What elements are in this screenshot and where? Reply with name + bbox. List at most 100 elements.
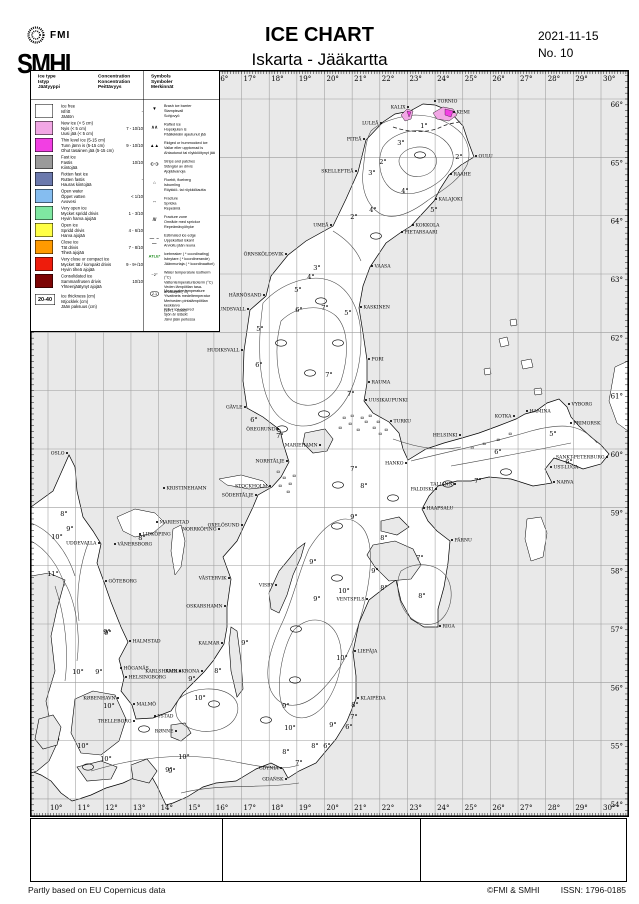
bottom-longitude-label: 16°	[216, 804, 228, 812]
archipelago-islet	[368, 414, 372, 417]
legend-symbol-row: ▲▲ Ridged or hummocked ice Vallar eller u…	[147, 140, 219, 159]
city-dot	[286, 460, 288, 462]
city-dot	[550, 466, 552, 468]
isotherm-label: 9°	[309, 558, 316, 566]
isotherm-label: 8°	[282, 748, 289, 756]
city-label: LIEPĀJA	[358, 648, 378, 655]
city-dot	[319, 444, 321, 446]
mean-temperature-marker	[304, 369, 316, 377]
city-dot	[439, 625, 441, 627]
isotherm-label: 9°	[350, 513, 357, 521]
legend-row: Rotten fast ice Rutten fastis Hauras kii…	[35, 171, 143, 188]
chart-title: ICE CHART	[265, 24, 374, 46]
city-dot	[228, 577, 230, 579]
isotherm-label: 7°	[325, 371, 332, 379]
top-longitude-label: 16°	[216, 75, 228, 83]
concentration-value: < 1/10	[131, 194, 143, 199]
legend-header-ice-type: Ice type Istyp Jäätyyppi	[38, 73, 60, 90]
notes-row	[30, 818, 627, 882]
mean-temperature-marker	[331, 574, 343, 582]
oland-island	[228, 626, 244, 698]
city-dot	[366, 598, 368, 600]
city-dot	[454, 483, 456, 485]
legend-symbol-row: ↔ Fracture Spricka Repeämä	[147, 196, 219, 215]
ice-type-swatch	[35, 257, 53, 271]
city-dot	[117, 697, 119, 699]
city-label: TRELLEBORG	[98, 719, 132, 725]
mean-temperature-marker	[318, 410, 330, 418]
legend-symbol-row: ⌂ Floebit, floeberg Isbumling Röykkiö- ta…	[147, 177, 219, 196]
city-label: UST-LUGA	[554, 465, 579, 471]
top-longitude-label: 24°	[437, 75, 449, 83]
bottom-longitude-label: 11°	[78, 804, 90, 812]
city-dot	[371, 265, 373, 267]
city-dot	[66, 452, 68, 454]
meantemp-icon: 2.1	[149, 291, 160, 297]
chart-subtitle: Iskarta - Jääkartta	[251, 50, 388, 69]
city-label: HANKO	[385, 461, 404, 467]
city-dot	[435, 198, 437, 200]
city-label: GÄVLE	[226, 404, 242, 411]
city-label: OSKARSHAMN	[186, 604, 222, 610]
lake-ladoga	[608, 360, 628, 432]
city-dot	[201, 670, 203, 672]
isotherm-label: 5°	[549, 430, 556, 438]
isotherm-label: 2°	[379, 158, 386, 166]
isotherm-label: 9°	[103, 628, 110, 636]
legend-row: Fast ice Fastis Kiintojää 10/10	[35, 154, 143, 171]
legend-symbol-row: ICE = ice covered Sjön är istäckt Järvi …	[147, 307, 219, 326]
ice-type-label: Thin level ice (5-15 cm) Tunn jämn is (5…	[61, 137, 114, 154]
brash-icon: ▼	[152, 106, 157, 111]
city-dot	[224, 605, 226, 607]
city-dot	[513, 415, 515, 417]
isotherm-label: 6°	[255, 361, 262, 369]
city-dot	[553, 481, 555, 483]
finnish-lake	[533, 387, 543, 396]
lake-vattern	[170, 524, 186, 576]
floebit-icon: ⌂	[153, 180, 156, 185]
city-label: SANKT-PETERBURG	[556, 455, 605, 461]
isotherm-label: 11°	[47, 570, 59, 578]
city-dot	[129, 640, 131, 642]
symbol-label: Water temperature isotherm (°C) Vattente…	[164, 270, 213, 295]
city-label: STOCKHOLM	[235, 484, 268, 490]
icebreaker-icon: ATLE*	[148, 254, 161, 259]
legend-row: Consolidated ice Sammanfrusen drivis Yht…	[35, 273, 143, 290]
legend-row: New ice (< 5 cm) Nyis (< 5 cm) Uusi jää …	[35, 120, 143, 137]
city-label: KEMI	[457, 110, 470, 116]
city-label: ÖRNSKÖLDSVIK	[244, 251, 284, 258]
mean-temperature-marker	[414, 151, 426, 159]
rafted-icon: ∧∧	[151, 124, 158, 130]
city-label: OSLO	[51, 451, 65, 457]
bottom-longitude-label: 27°	[520, 804, 532, 812]
archipelago-islet	[286, 490, 290, 493]
city-label: HUDIKSVALL	[207, 348, 239, 354]
city-dot	[163, 487, 165, 489]
mean-temperature-marker	[332, 339, 344, 347]
isotherm-label: 10°	[284, 724, 296, 732]
notes-box-3	[420, 818, 627, 882]
city-dot	[280, 767, 282, 769]
city-label: PÄRNU	[455, 537, 472, 544]
symbol-label: Estimated ice edge Uppskattad iskant Arv…	[164, 233, 196, 248]
city-label: SÖDERTÄLJE	[222, 492, 254, 499]
mean-temperature-marker	[442, 480, 454, 488]
city-label: TURKU	[394, 419, 412, 425]
right-latitude-label: 63°	[611, 276, 623, 284]
city-dot	[255, 494, 257, 496]
city-dot	[285, 253, 287, 255]
city-dot	[451, 539, 453, 541]
symbol-label: Fracture Spricka Repeämä	[164, 196, 181, 211]
top-longitude-label: 23°	[409, 75, 421, 83]
concentration-value: 10/10	[132, 279, 143, 284]
ice-type-swatch	[35, 274, 53, 288]
strips-icon: C·Ɔ	[150, 161, 159, 167]
archipelago-islet	[342, 416, 346, 419]
fracture-zone-icon: ///	[152, 217, 157, 222]
isotherm-label: 6°	[250, 416, 257, 424]
mean-temperature-marker	[82, 763, 94, 771]
right-latitude-label: 54°	[611, 801, 623, 809]
lake-peipus	[524, 516, 548, 562]
top-longitude-label: 27°	[520, 75, 532, 83]
